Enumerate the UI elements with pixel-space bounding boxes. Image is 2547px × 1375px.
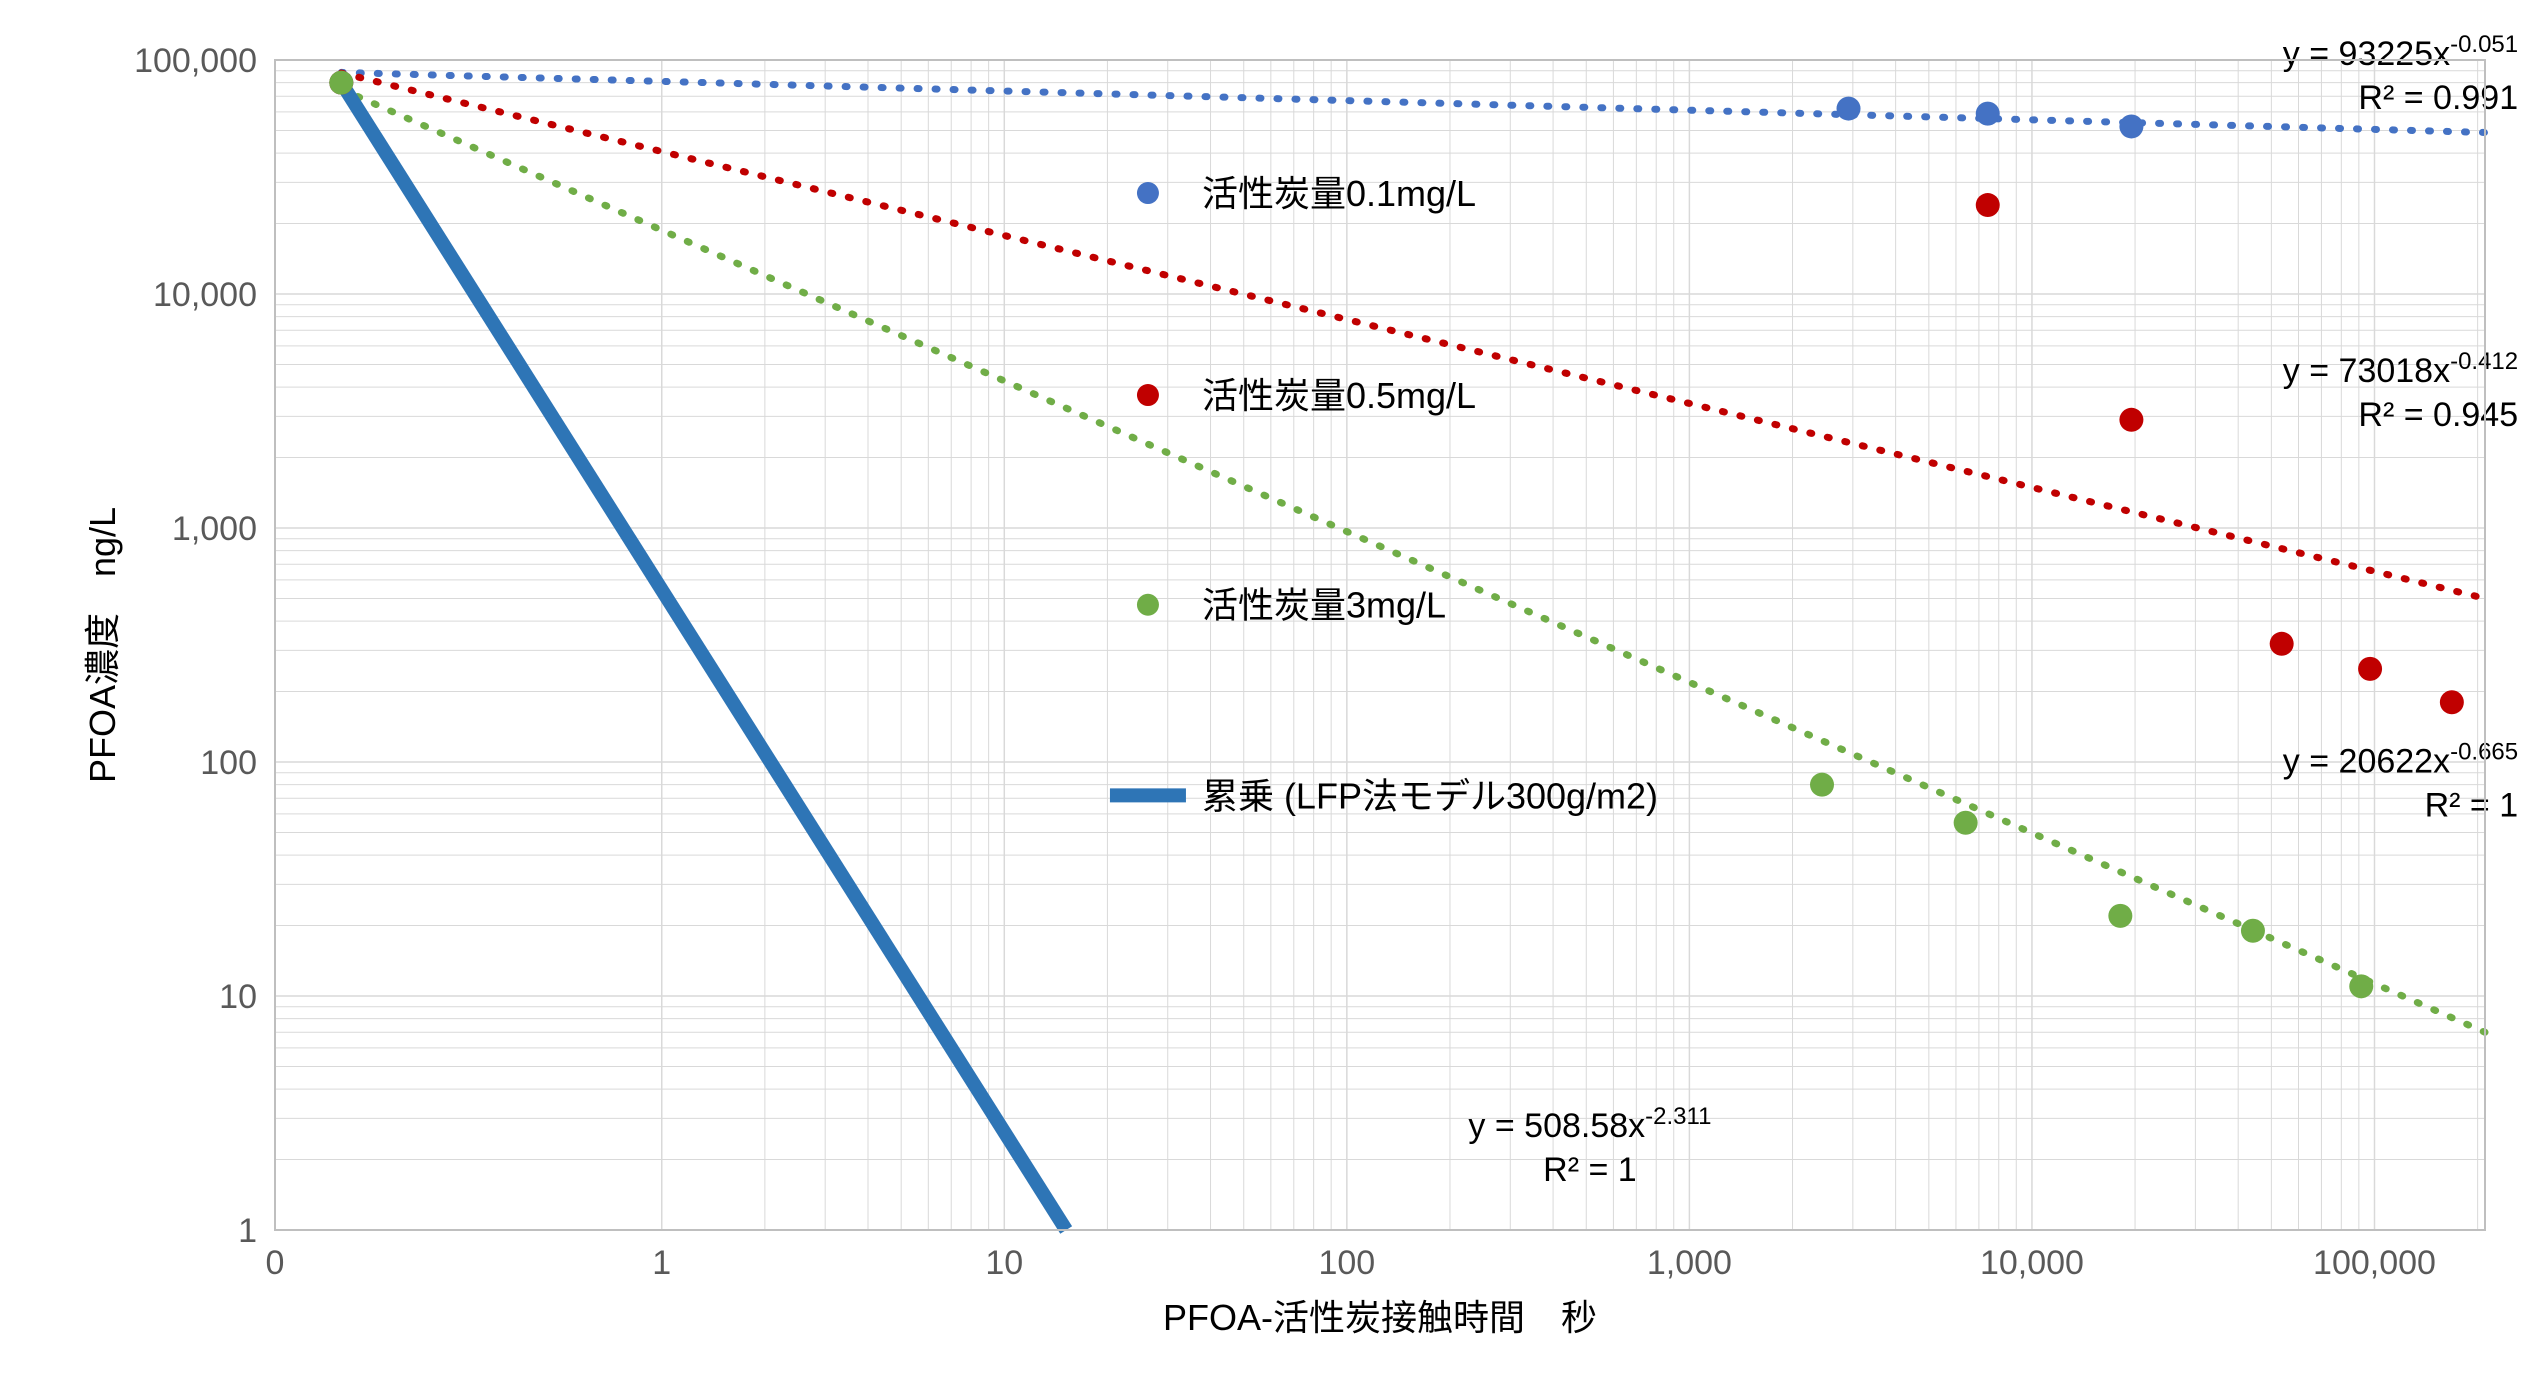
model-line [341,83,1066,1230]
data-point [2119,114,2143,138]
legend-marker [1137,182,1159,204]
data-point [1837,97,1861,121]
x-tick-label: 1,000 [1647,1244,1732,1282]
legend-marker [1137,384,1159,406]
legend-label: 活性炭量0.5mg/L [1202,375,1476,416]
y-tick-label: 100 [200,744,257,782]
legend-label: 活性炭量3mg/L [1202,585,1446,626]
equation-r2: R² = 0.945 [2358,396,2518,434]
x-tick-label: 0 [266,1244,285,1282]
x-tick-label: 1 [652,1244,671,1282]
equation-label: y = 508.58x-2.311 [1468,1102,1711,1145]
trendline [341,89,2485,1032]
x-axis-title: PFOA-活性炭接触時間 秒 [1163,1297,1597,1338]
equation-label: y = 20622x-0.665 [2283,738,2518,781]
y-tick-label: 10,000 [153,276,257,314]
data-point [1976,102,2000,126]
trendline [341,72,2485,132]
data-point [2270,632,2294,656]
legend-label: 活性炭量0.1mg/L [1202,173,1476,214]
data-point [2108,904,2132,928]
equation-r2: R² = 0.991 [2358,79,2518,117]
x-tick-label: 10,000 [1980,1244,2084,1282]
data-point [1954,811,1978,835]
equation-r2: R² = 1 [1543,1151,1637,1189]
data-point [2358,657,2382,681]
equation-label: y = 93225x-0.051 [2283,31,2518,74]
chart-container: 1101001,00010,000100,00001101001,00010,0… [0,0,2547,1375]
trendline [341,73,2485,598]
chart-svg: 1101001,00010,000100,00001101001,00010,0… [0,0,2547,1375]
data-point [2349,974,2373,998]
x-tick-label: 10 [985,1244,1023,1282]
legend-label: 累乗 (LFP法モデル300g/m2) [1202,775,1658,816]
equation-label: y = 73018x-0.412 [2283,348,2518,391]
x-tick-label: 100,000 [2313,1244,2436,1282]
x-tick-label: 100 [1318,1244,1375,1282]
data-point [329,71,353,95]
data-point [1976,193,2000,217]
legend-marker [1137,594,1159,616]
y-tick-label: 10 [219,978,257,1016]
data-point [2241,919,2265,943]
data-point [2119,408,2143,432]
data-point [1810,773,1834,797]
y-axis-title: PFOA濃度 ng/L [82,507,123,783]
equation-r2: R² = 1 [2425,787,2519,825]
data-point [2440,690,2464,714]
y-tick-label: 100,000 [134,42,257,80]
y-tick-label: 1,000 [172,510,257,548]
y-tick-label: 1 [238,1212,257,1250]
